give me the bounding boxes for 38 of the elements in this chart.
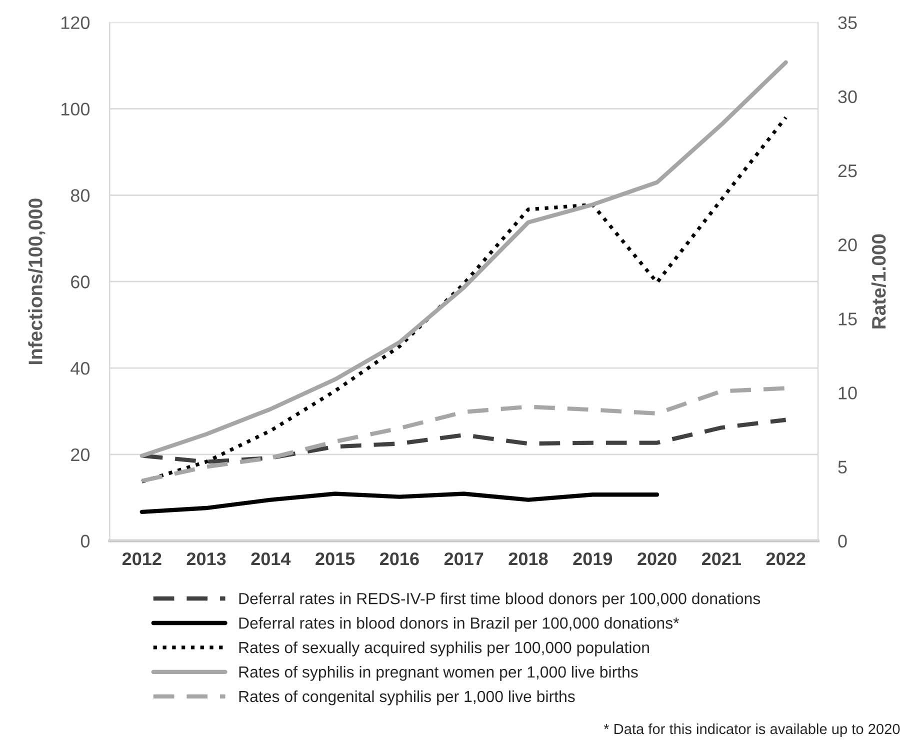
legend-label: Rates of sexually acquired syphilis per 100,000 population: [239, 641, 649, 656]
y2-tick-label: 20: [838, 238, 857, 252]
legend-label: Rates of congenital syphilis per 1,000 live births: [239, 690, 575, 706]
x-tick-label: 2016: [380, 552, 419, 566]
y2-tick-label: 0: [838, 534, 847, 548]
line-series: [140, 492, 660, 514]
x-tick-label: 2019: [573, 552, 612, 566]
legend-label: Deferral rates in blood donors in Brazil per 100,000 donations*: [239, 616, 680, 632]
text: * Data for this indicator is available up to 2020: [604, 723, 900, 738]
y2-tick-label: 25: [838, 164, 857, 178]
x-tick-label: 2015: [316, 552, 355, 566]
y2-tick-label: 35: [838, 16, 857, 30]
x-tick-label: 2014: [251, 552, 291, 566]
y2-axis-title: Rate/1.000: [871, 234, 886, 328]
y-tick-label: 100: [61, 102, 90, 116]
y2-tick-label: 15: [838, 312, 857, 326]
x-tick-label: 2013: [186, 552, 226, 566]
x-tick-label: 2020: [638, 552, 676, 566]
y-tick-label: 120: [61, 16, 90, 30]
y2-tick-label: 5: [838, 460, 847, 474]
line-series: [140, 116, 788, 484]
y-tick-label: 40: [70, 362, 90, 375]
x-tick-label: 2012: [122, 552, 162, 566]
x-tick-label: 2021: [702, 552, 742, 566]
y-tick-label: 0: [80, 534, 90, 548]
y-tick-label: 20: [71, 448, 90, 462]
y-tick-label: 60: [71, 276, 90, 288]
x-tick-label: 2018: [508, 552, 548, 566]
y2-tick-label: 30: [838, 90, 857, 104]
y2-tick-label: 10: [838, 386, 857, 400]
line-series: [140, 418, 788, 464]
x-tick-label: 2017: [444, 552, 484, 566]
legend-label: Rates of syphilis in pregnant women per 1,000 live births: [239, 666, 638, 681]
line-series: [140, 60, 788, 458]
x-tick-label: 2022: [766, 552, 806, 566]
y-tick-label: 80: [70, 189, 90, 202]
legend-label: Deferral rates in REDS-IV-P first time blood donors per 100,000 donations: [239, 592, 760, 608]
y-axis-title: Infections/100,000: [28, 198, 46, 364]
